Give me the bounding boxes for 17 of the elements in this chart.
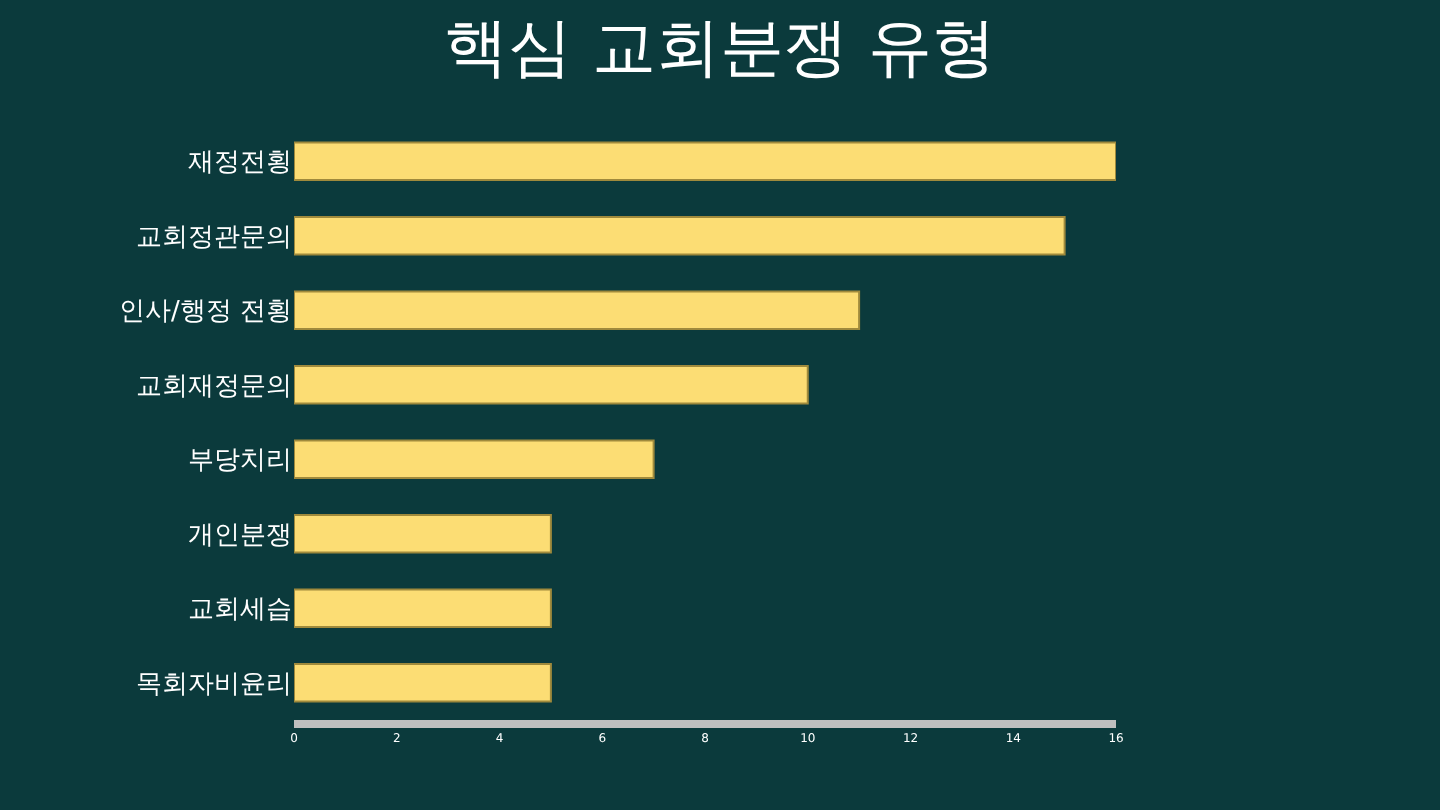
y-tick-label: 부당치리 bbox=[188, 446, 292, 477]
bar bbox=[294, 663, 552, 703]
bar bbox=[294, 588, 552, 628]
y-tick-label: 교회정관문의 bbox=[136, 222, 292, 253]
y-tick-label: 개인분쟁 bbox=[188, 520, 292, 551]
y-tick-label: 목회자비윤리 bbox=[136, 669, 292, 700]
bar bbox=[294, 514, 552, 554]
y-tick-label: 교회재정문의 bbox=[136, 371, 292, 402]
y-tick-label: 교회세습 bbox=[188, 595, 292, 626]
y-tick-label: 인사/행정 전횡 bbox=[118, 297, 292, 328]
y-tick-label: 재정전횡 bbox=[188, 148, 292, 179]
bar bbox=[294, 216, 1066, 256]
bar bbox=[294, 141, 1116, 181]
bar bbox=[294, 290, 861, 330]
bar bbox=[294, 365, 809, 405]
bar bbox=[294, 439, 655, 479]
chart-title: 핵심 교회분쟁 유형 bbox=[443, 9, 997, 86]
